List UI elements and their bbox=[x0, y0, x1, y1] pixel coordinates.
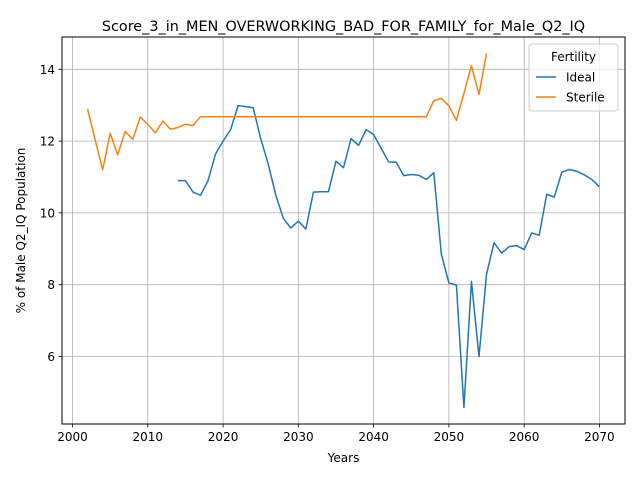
chart-title: Score_3_in_MEN_OVERWORKING_BAD_FOR_FAMIL… bbox=[102, 19, 585, 35]
x-tick-label: 2000 bbox=[57, 430, 88, 444]
y-tick-label: 14 bbox=[40, 63, 55, 77]
y-tick-label: 12 bbox=[40, 135, 55, 149]
x-tick-label: 2020 bbox=[208, 430, 239, 444]
axes-frame bbox=[61, 36, 626, 425]
legend-label-ideal: Ideal bbox=[566, 71, 595, 85]
x-tick-label: 2040 bbox=[358, 430, 389, 444]
x-tick-label: 2070 bbox=[584, 430, 615, 444]
series-line-ideal bbox=[177, 104, 600, 409]
x-tick-label: 2050 bbox=[434, 430, 465, 444]
x-axis-ticks: 2000 2010 2020 2030 2040 2050 2060 2070 bbox=[57, 424, 615, 444]
legend: Fertility Ideal Sterile bbox=[528, 43, 619, 112]
y-axis-label: % of Male Q2_IQ Population bbox=[14, 148, 28, 314]
y-tick-label: 6 bbox=[47, 350, 55, 364]
x-axis-label: Years bbox=[327, 451, 360, 465]
legend-title: Fertility bbox=[551, 50, 596, 64]
x-tick-label: 2060 bbox=[509, 430, 540, 444]
y-axis-ticks: 6 8 10 12 14 bbox=[40, 63, 62, 364]
y-tick-label: 8 bbox=[47, 278, 55, 292]
legend-box bbox=[528, 43, 619, 112]
x-tick-label: 2010 bbox=[133, 430, 164, 444]
data-lines bbox=[86, 53, 600, 409]
series-line-sterile bbox=[86, 53, 488, 171]
y-tick-label: 10 bbox=[40, 206, 55, 220]
legend-label-sterile: Sterile bbox=[566, 91, 605, 105]
x-tick-label: 2030 bbox=[283, 430, 314, 444]
